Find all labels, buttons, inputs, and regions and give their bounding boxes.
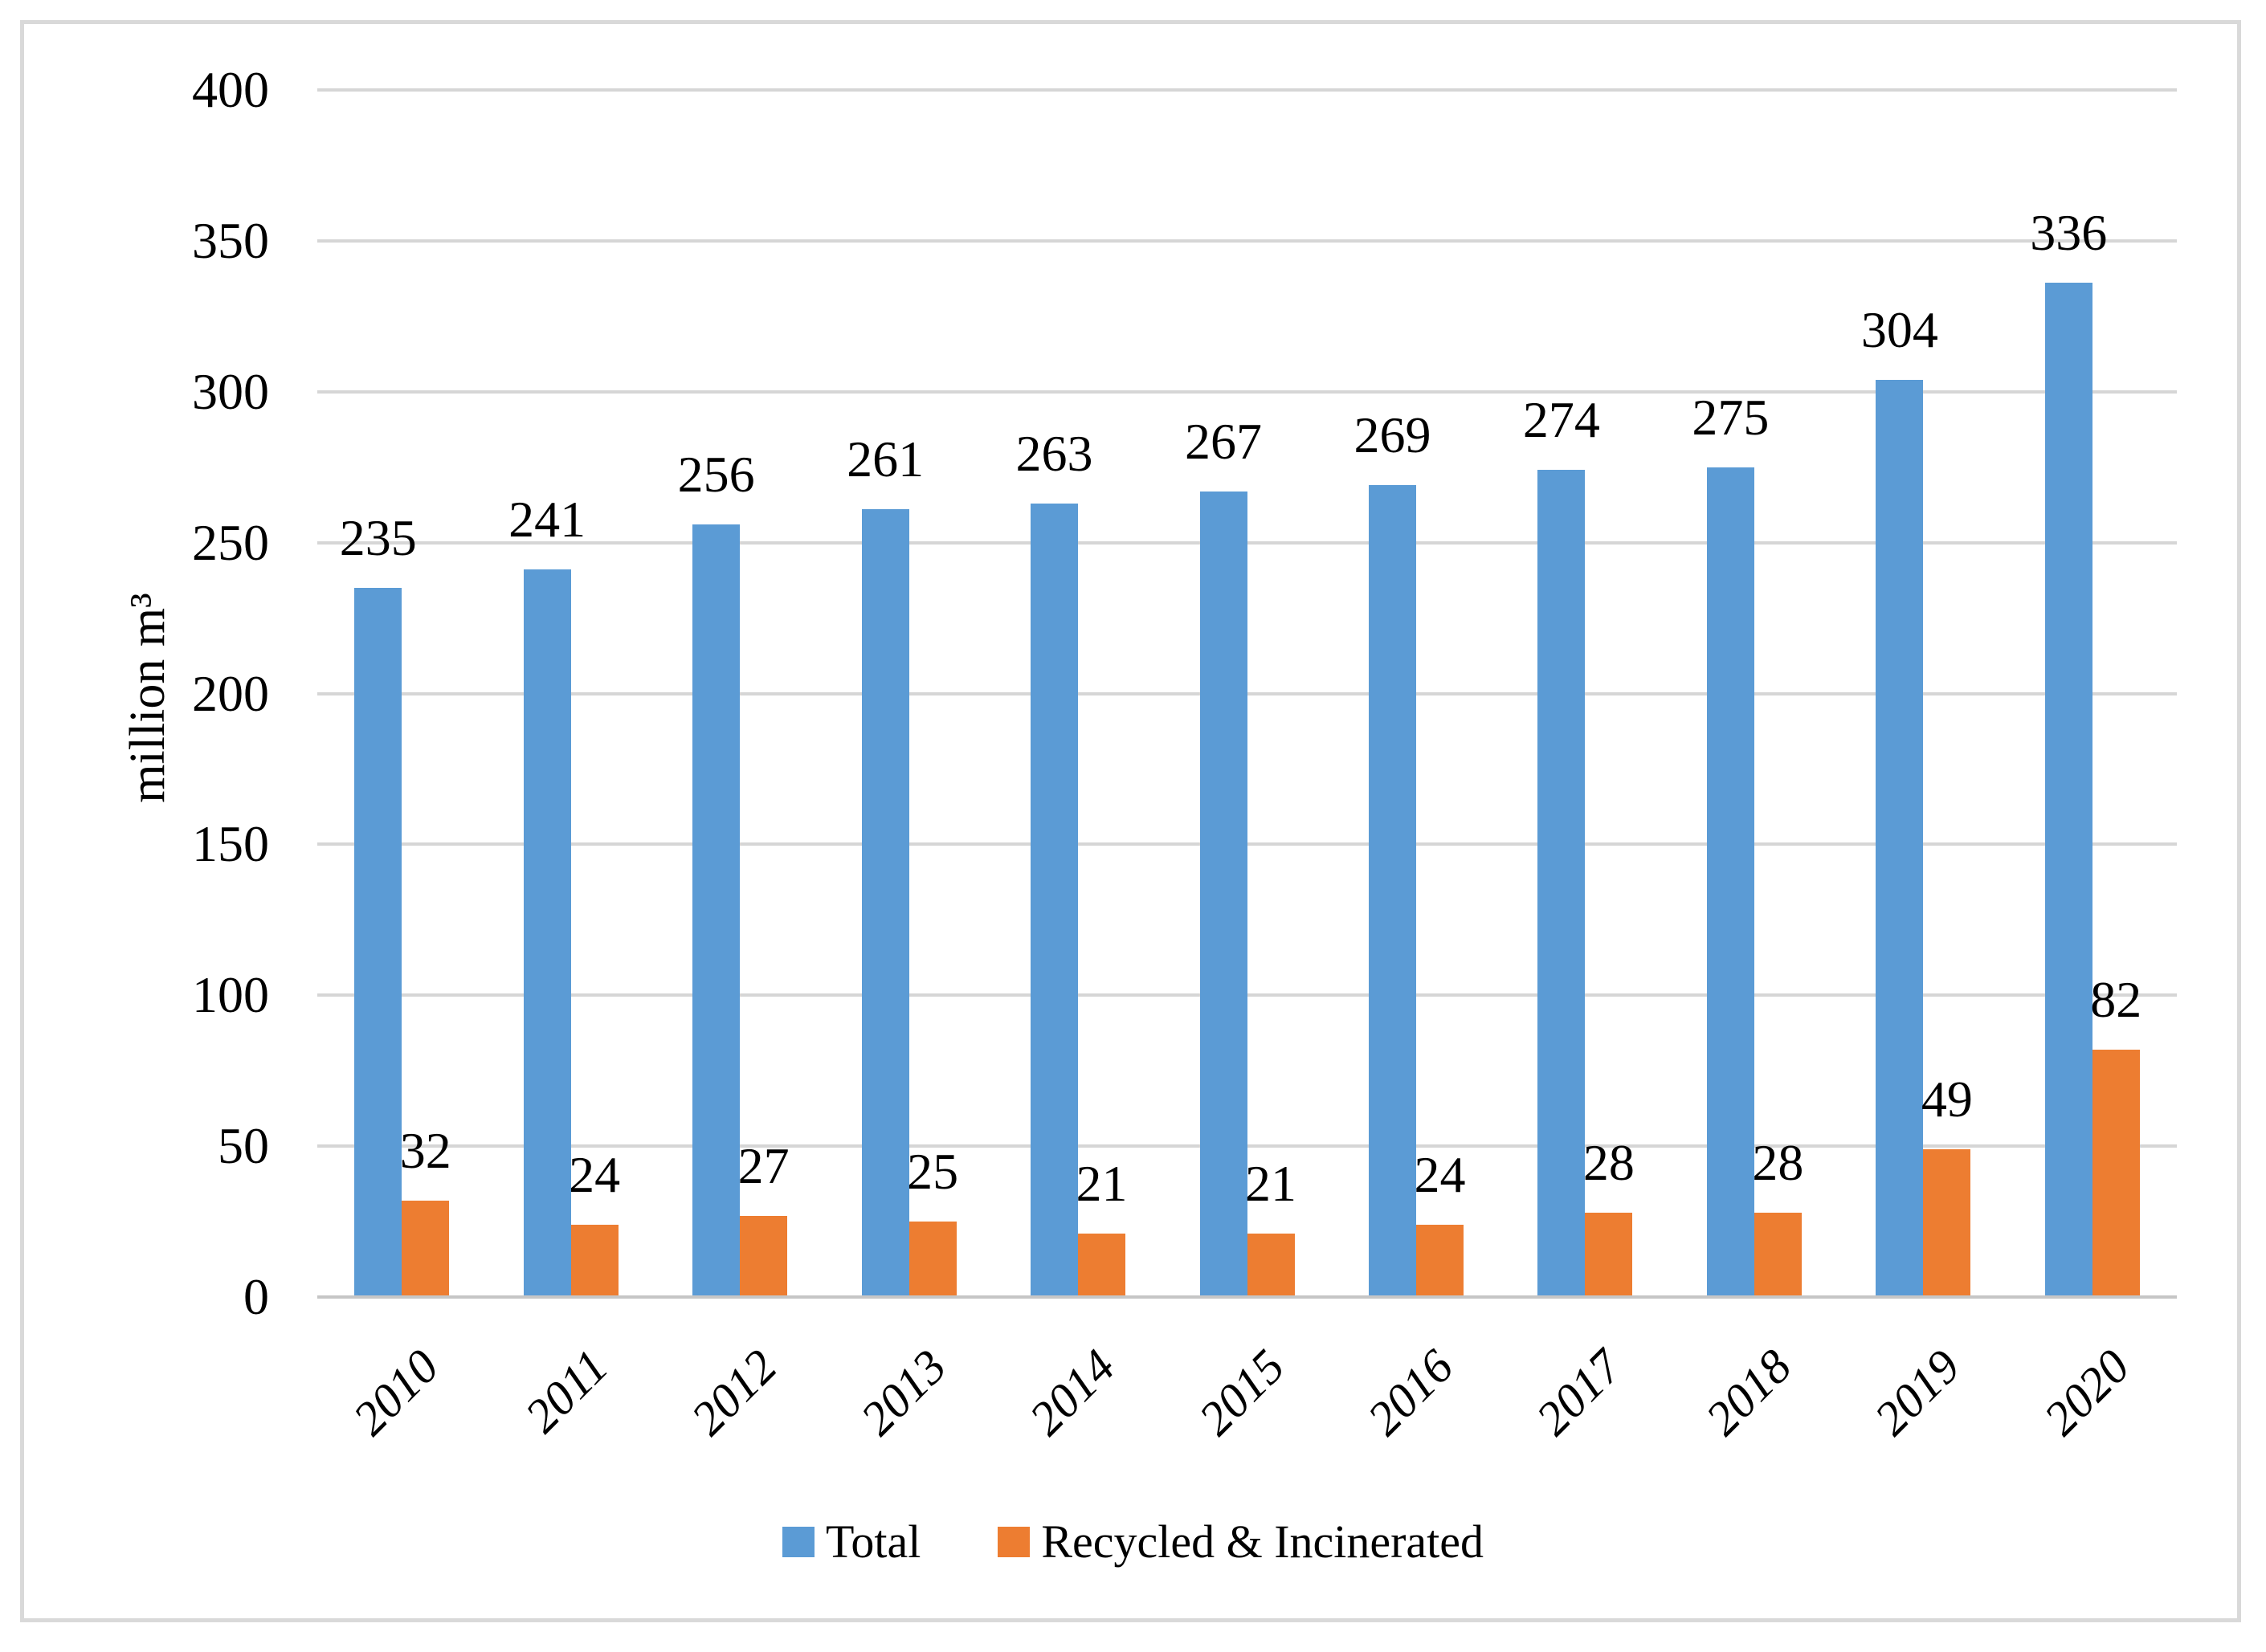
gridline — [317, 993, 2177, 997]
data-label-recycled-incinerated-2019: 49 — [1921, 1070, 1973, 1128]
legend-label-total: Total — [825, 1515, 921, 1568]
legend-item-recycled-incinerated: Recycled & Incinerated — [998, 1519, 1484, 1565]
data-label-recycled-incinerated-2010: 32 — [399, 1121, 451, 1179]
data-label-total-2017: 274 — [1522, 391, 1600, 449]
x-axis-line — [317, 1295, 2177, 1299]
data-label-recycled-incinerated-2016: 24 — [1414, 1145, 1466, 1203]
data-label-total-2011: 241 — [508, 491, 586, 549]
gridline — [317, 842, 2177, 846]
bar-total-2014 — [1031, 503, 1079, 1297]
bar-recycled-incinerated-2020 — [2092, 1049, 2140, 1297]
legend-label-recycled-incinerated: Recycled & Incinerated — [1041, 1515, 1484, 1568]
data-label-recycled-incinerated-2013: 25 — [907, 1143, 959, 1201]
bar-total-2015 — [1199, 491, 1247, 1297]
y-tick-label: 350 — [192, 211, 269, 269]
legend: Total Recycled & Incinerated — [0, 1510, 2266, 1574]
bar-recycled-incinerated-2018 — [1754, 1212, 1802, 1297]
y-tick-label: 300 — [192, 362, 269, 420]
y-tick-label: 150 — [192, 815, 269, 873]
data-label-recycled-incinerated-2015: 21 — [1245, 1155, 1296, 1213]
gridline — [317, 540, 2177, 545]
bar-total-2018 — [1706, 467, 1754, 1297]
bar-recycled-incinerated-2017 — [1585, 1212, 1633, 1297]
data-label-total-2012: 256 — [677, 446, 755, 504]
data-label-total-2013: 261 — [847, 430, 925, 488]
y-tick-label: 0 — [243, 1268, 269, 1325]
y-tick-label: 400 — [192, 61, 269, 118]
data-label-recycled-incinerated-2014: 21 — [1076, 1155, 1128, 1213]
data-label-total-2018: 275 — [1692, 388, 1770, 446]
bar-recycled-incinerated-2015 — [1247, 1234, 1295, 1297]
gridline — [317, 691, 2177, 695]
bar-total-2012 — [692, 524, 741, 1297]
bar-total-2011 — [523, 569, 571, 1297]
bar-total-2016 — [1368, 485, 1416, 1297]
gridline — [317, 1144, 2177, 1148]
data-label-total-2020: 336 — [2030, 204, 2108, 262]
data-label-recycled-incinerated-2012: 27 — [737, 1136, 790, 1194]
bar-recycled-incinerated-2011 — [570, 1224, 619, 1297]
gridline — [317, 88, 2177, 92]
data-label-total-2010: 235 — [339, 508, 417, 566]
data-label-total-2016: 269 — [1353, 406, 1431, 464]
legend-swatch-total-icon — [782, 1527, 815, 1557]
data-label-total-2014: 263 — [1015, 424, 1093, 482]
data-label-recycled-incinerated-2011: 24 — [569, 1145, 621, 1203]
y-tick-label: 250 — [192, 513, 269, 571]
legend-item-total: Total — [782, 1519, 921, 1565]
bar-recycled-incinerated-2014 — [1078, 1234, 1126, 1297]
bar-recycled-incinerated-2016 — [1415, 1224, 1464, 1297]
y-tick-label: 200 — [192, 664, 269, 722]
y-tick-label: 100 — [192, 966, 269, 1024]
bar-recycled-incinerated-2010 — [402, 1200, 450, 1297]
bar-recycled-incinerated-2012 — [740, 1215, 788, 1297]
bar-total-2013 — [861, 509, 909, 1297]
bar-total-2017 — [1537, 470, 1586, 1297]
gridline — [317, 390, 2177, 394]
bar-total-2020 — [2044, 283, 2092, 1297]
data-label-total-2019: 304 — [1860, 300, 1938, 358]
data-label-total-2015: 267 — [1185, 412, 1262, 470]
bar-recycled-incinerated-2019 — [1923, 1148, 1971, 1297]
legend-swatch-recycled-incinerated-icon — [998, 1527, 1031, 1557]
bar-total-2010 — [354, 587, 402, 1297]
gridline — [317, 239, 2177, 243]
bar-recycled-incinerated-2013 — [908, 1222, 957, 1297]
data-label-recycled-incinerated-2017: 28 — [1582, 1133, 1635, 1191]
y-tick-label: 50 — [218, 1117, 269, 1175]
bar-total-2019 — [1876, 379, 1924, 1297]
data-label-recycled-incinerated-2020: 82 — [2090, 970, 2142, 1028]
data-label-recycled-incinerated-2018: 28 — [1752, 1133, 1804, 1191]
